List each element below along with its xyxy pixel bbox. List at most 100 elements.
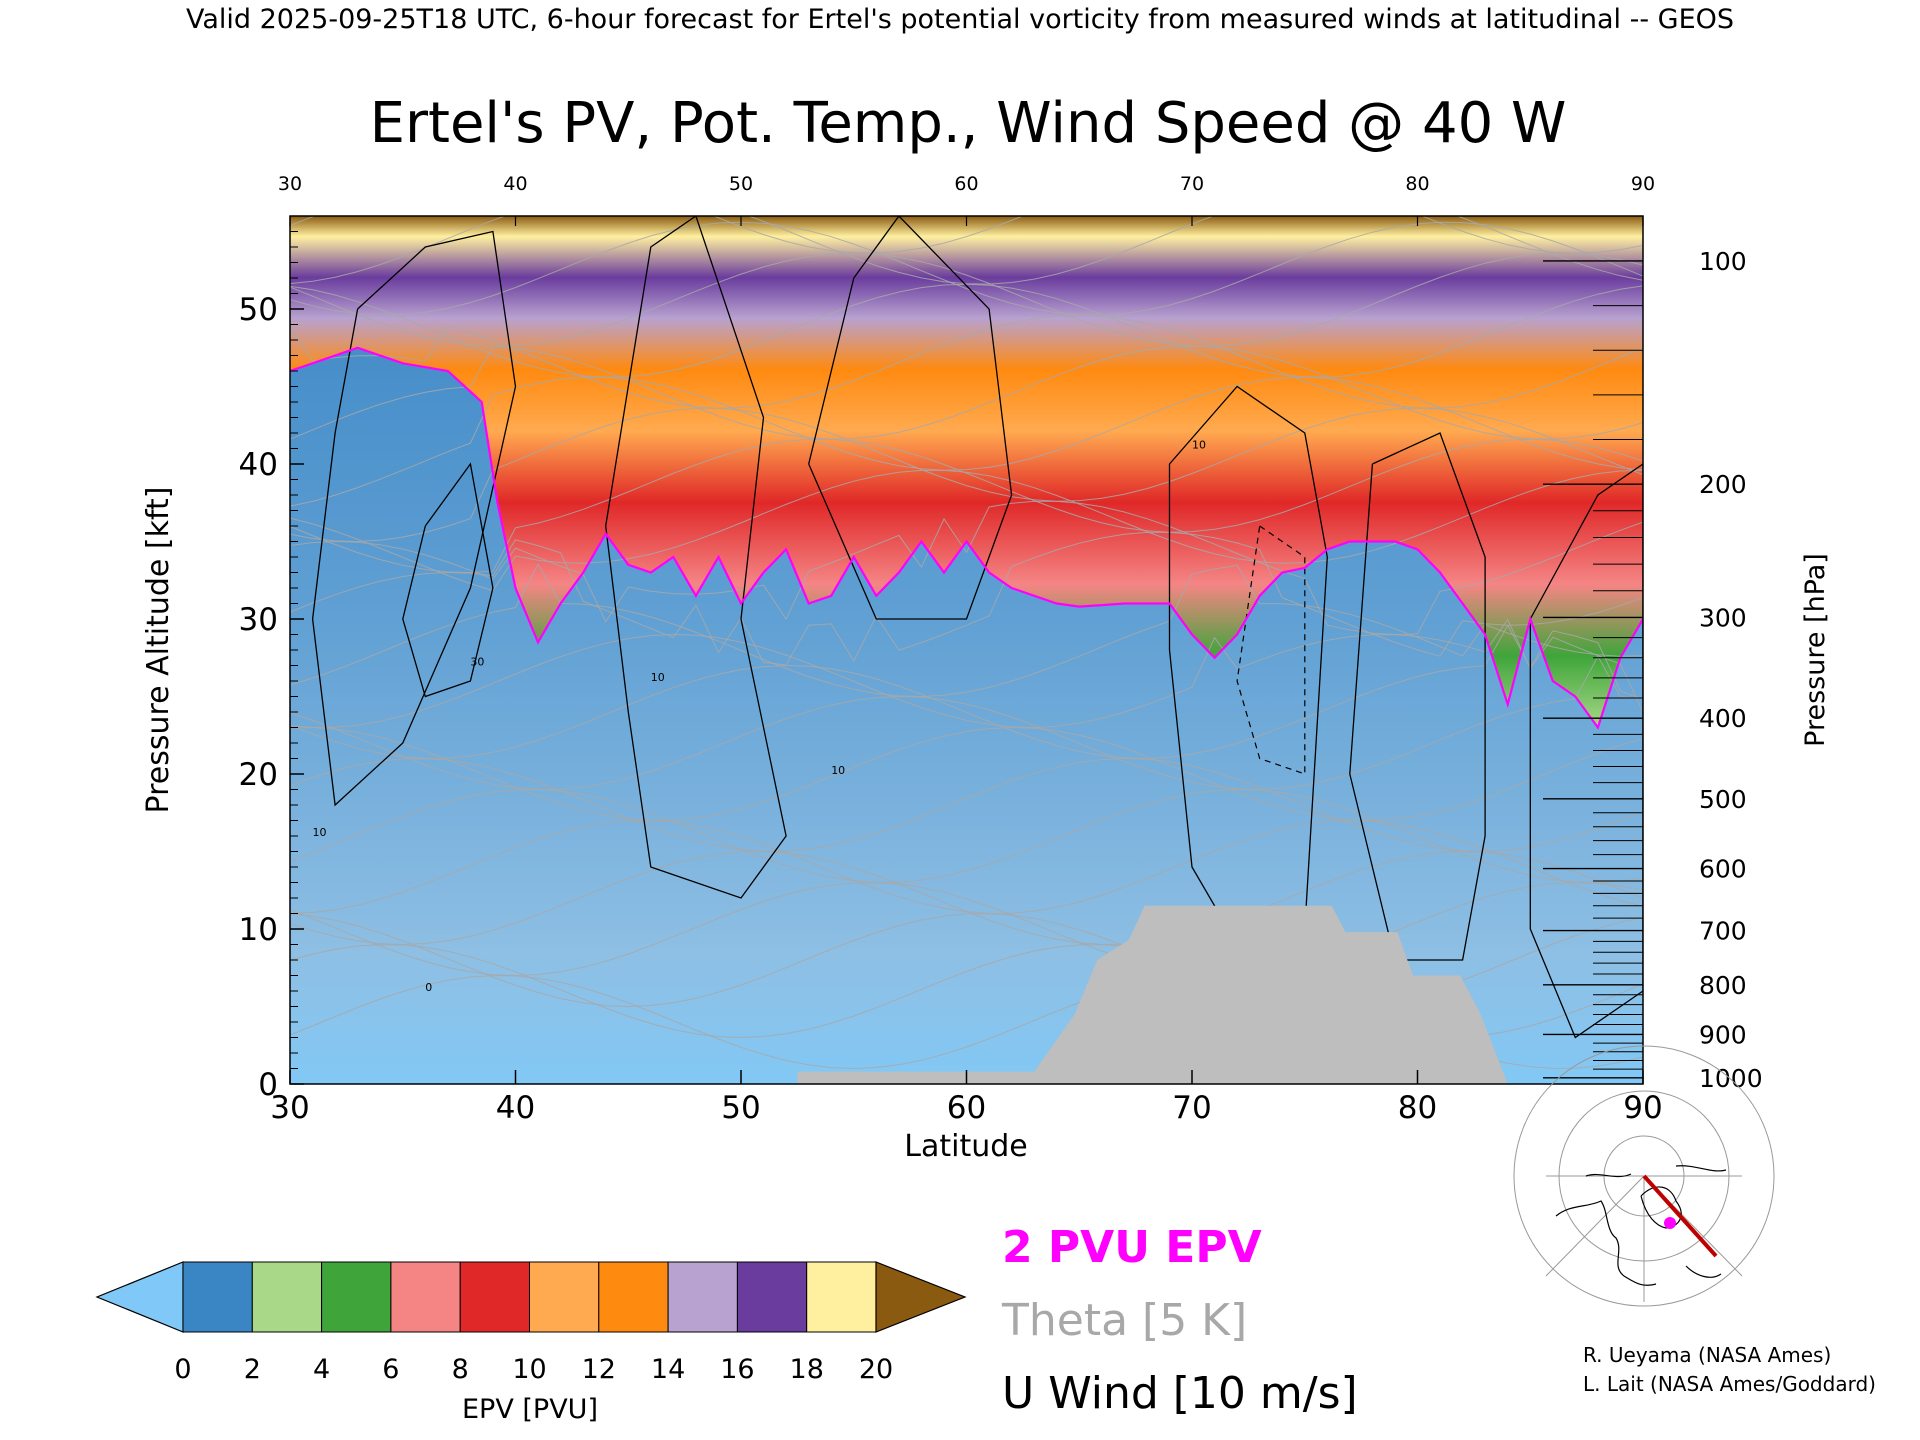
top-tick-label: 70 bbox=[1180, 173, 1204, 195]
colorbar-tick-label: 8 bbox=[452, 1354, 469, 1385]
legend-u-wind: U Wind [10 m/s] bbox=[1002, 1368, 1358, 1419]
x-tick-label: 70 bbox=[1172, 1090, 1211, 1126]
wind-contour-label: 10 bbox=[313, 826, 327, 839]
theta-contour bbox=[290, 252, 1643, 347]
colorbar-segment bbox=[806, 1261, 877, 1333]
x-tick-label: 50 bbox=[721, 1090, 760, 1126]
theta-contour bbox=[290, 438, 1643, 574]
y-tick-label: 10 bbox=[239, 912, 278, 948]
pressure-tick-label: 300 bbox=[1699, 603, 1747, 632]
x-tick-label: 80 bbox=[1398, 1090, 1437, 1126]
legend-theta: Theta [5 K] bbox=[1001, 1295, 1247, 1346]
y-axis-title: Pressure Altitude [kft] bbox=[141, 487, 176, 814]
wind-contour bbox=[1529, 463, 1643, 1039]
wind-contour bbox=[808, 216, 1013, 620]
top-tick-label: 50 bbox=[729, 173, 753, 195]
legend-2pvu: 2 PVU EPV bbox=[1002, 1222, 1262, 1273]
inset-section-line bbox=[1642, 1174, 1718, 1258]
x-tick-label: 60 bbox=[947, 1090, 986, 1126]
colorbar-low-arrow bbox=[95, 1261, 184, 1333]
pressure-tick-label: 500 bbox=[1699, 785, 1747, 814]
x-tick-label: 30 bbox=[270, 1090, 309, 1126]
wind-contours: 10 30 10 10 10 0 bbox=[311, 216, 1643, 1039]
theta-contour bbox=[290, 881, 1643, 977]
credit-line-1: R. Ueyama (NASA Ames) bbox=[1583, 1343, 1831, 1367]
top-tick-label: 80 bbox=[1405, 173, 1429, 195]
colorbar-segment bbox=[736, 1261, 808, 1333]
y-tick-label: 50 bbox=[239, 292, 278, 328]
tropopause-2pvu-line bbox=[290, 346, 1643, 730]
credit-line-2: L. Lait (NASA Ames/Goddard) bbox=[1583, 1372, 1876, 1396]
colorbar-segment bbox=[182, 1261, 253, 1333]
theta-contour bbox=[290, 314, 1643, 409]
theta-contour bbox=[290, 618, 1643, 729]
top-tick-label: 40 bbox=[503, 173, 527, 195]
wind-contour-label: 10 bbox=[831, 764, 845, 777]
pressure-tick-label: 800 bbox=[1699, 971, 1747, 1000]
colorbar-label: EPV [PVU] bbox=[462, 1394, 598, 1425]
colorbar-tick-label: 14 bbox=[651, 1354, 685, 1385]
pressure-tick-label: 600 bbox=[1699, 855, 1747, 884]
theta-contour bbox=[290, 500, 1643, 636]
theta-contour bbox=[290, 216, 1643, 254]
x-axis-title: Latitude bbox=[904, 1129, 1027, 1164]
top-tick-label: 30 bbox=[278, 173, 302, 195]
theta-contour bbox=[290, 624, 1643, 760]
theta-contours bbox=[290, 216, 1643, 1070]
pressure-tick-label: 1000 bbox=[1699, 1064, 1763, 1093]
pressure-tick-label: 700 bbox=[1699, 917, 1747, 946]
wind-contour bbox=[1349, 432, 1486, 961]
top-axis-ticks: 30 40 50 60 70 80 90 bbox=[278, 173, 1655, 226]
theta-contour bbox=[290, 216, 1643, 285]
colorbar-tick-label: 18 bbox=[790, 1354, 824, 1385]
valid-header: Valid 2025-09-25T18 UTC, 6-hour forecast… bbox=[186, 4, 1734, 35]
theta-contour bbox=[290, 469, 1643, 592]
x-tick-label: 40 bbox=[496, 1090, 535, 1126]
colorbar-tick-label: 2 bbox=[244, 1354, 261, 1385]
left-axis-ticks: 0 10 20 30 40 50 bbox=[239, 231, 304, 1103]
colorbar-segment bbox=[321, 1261, 392, 1333]
inset-map bbox=[1513, 1045, 1775, 1307]
wind-contour bbox=[402, 462, 494, 698]
bottom-axis-ticks: 30 40 50 60 70 80 90 bbox=[270, 1070, 1663, 1126]
theta-contour bbox=[290, 655, 1643, 791]
theta-contour bbox=[290, 345, 1643, 440]
wind-contour-label: 30 bbox=[470, 656, 484, 669]
theta-contour bbox=[290, 563, 1643, 698]
wind-contour bbox=[311, 230, 517, 807]
chart-title: Ertel's PV, Pot. Temp., Wind Speed @ 40 … bbox=[370, 91, 1567, 156]
pressure-tick-label: 100 bbox=[1699, 247, 1747, 276]
colorbar-tick-label: 12 bbox=[582, 1354, 616, 1385]
theta-contour bbox=[290, 819, 1643, 914]
theta-contour bbox=[290, 788, 1643, 884]
plot-area: 10 30 10 10 10 0 bbox=[290, 216, 1643, 1084]
colorbar-tick-label: 20 bbox=[859, 1354, 893, 1385]
colorbar-segment bbox=[667, 1261, 738, 1333]
colorbar-segment bbox=[251, 1261, 323, 1333]
wind-contour bbox=[605, 216, 787, 899]
colorbar-segment bbox=[529, 1261, 600, 1333]
wind-contour-negative bbox=[1236, 525, 1306, 775]
inset-location-dot bbox=[1664, 1217, 1676, 1229]
pressure-tick-label: 200 bbox=[1699, 470, 1747, 499]
wind-contour-label: 10 bbox=[651, 671, 665, 684]
y2-axis-title: Pressure [hPa] bbox=[1800, 553, 1831, 747]
top-tick-label: 60 bbox=[954, 173, 978, 195]
colorbar-tick-label: 4 bbox=[313, 1354, 330, 1385]
top-tick-label: 90 bbox=[1631, 173, 1655, 195]
colorbar-high-arrow bbox=[875, 1261, 967, 1333]
wind-contour-label: 10 bbox=[1192, 439, 1206, 452]
colorbar-tick-label: 16 bbox=[720, 1354, 754, 1385]
missing-orography bbox=[797, 905, 1508, 1084]
epv-colorbar: 0 2 4 6 8 10 12 14 16 18 20 bbox=[95, 1261, 967, 1385]
colorbar-tick-label: 10 bbox=[512, 1354, 546, 1385]
x-tick-label: 90 bbox=[1623, 1090, 1662, 1126]
y-tick-label: 20 bbox=[239, 757, 278, 793]
theta-contour bbox=[290, 531, 1643, 666]
theta-contour bbox=[290, 757, 1643, 853]
colorbar-tick-label: 0 bbox=[174, 1354, 191, 1385]
wind-contour-label: 0 bbox=[425, 981, 432, 994]
pressure-tick-label: 400 bbox=[1699, 704, 1747, 733]
y-tick-label: 40 bbox=[239, 447, 278, 483]
